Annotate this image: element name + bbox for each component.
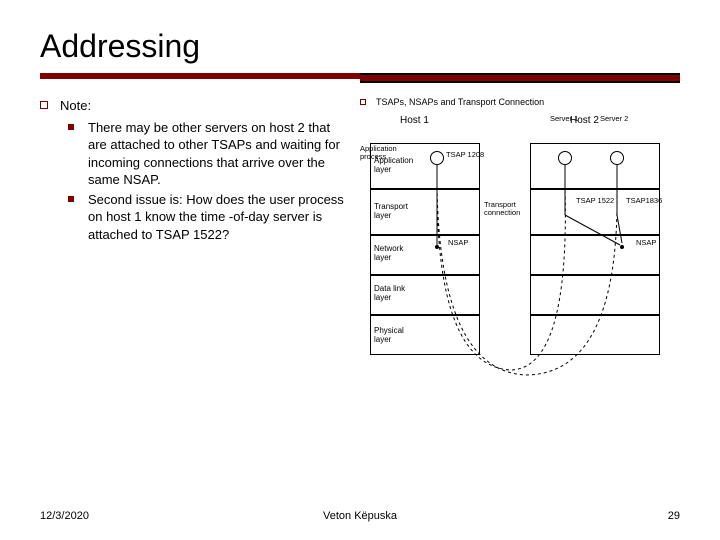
square-solid-icon <box>68 119 88 189</box>
h2-app-layer <box>530 143 660 189</box>
note-text-2: Second issue is: How does the user proce… <box>88 191 350 244</box>
slide-title: Addressing <box>40 28 680 65</box>
left-column: Note: There may be other servers on host… <box>40 97 350 400</box>
nsap-right-label: NSAP <box>636 239 656 247</box>
layer-network: Network layer <box>374 245 418 263</box>
footer-author: Veton Këpuska <box>323 510 397 522</box>
note-bullet-1: There may be other servers on host 2 tha… <box>68 119 350 189</box>
diagram-caption-row: TSAPs, NSAPs and Transport Connection <box>360 97 680 107</box>
host1-label: Host 1 <box>400 115 429 126</box>
h2-server2-node <box>610 151 624 165</box>
footer-date: 12/3/2020 <box>40 510 89 522</box>
app-process-label: Application process <box>360 145 400 162</box>
server2-label: Server 2 <box>600 115 628 123</box>
content-row: Note: There may be other servers on host… <box>40 97 680 400</box>
note-bullet-2: Second issue is: How does the user proce… <box>68 191 350 244</box>
square-open-icon <box>40 97 60 115</box>
note-label: Note: <box>60 97 91 115</box>
title-underline <box>40 73 680 79</box>
server1-label: Server 1 <box>550 115 578 123</box>
square-solid-icon <box>68 191 88 244</box>
note-heading: Note: <box>40 97 350 115</box>
note-text-1: There may be other servers on host 2 tha… <box>88 119 350 189</box>
h2-datalink-layer <box>530 275 660 315</box>
layer-transport: Transport layer <box>374 203 418 221</box>
h2-physical-layer <box>530 315 660 355</box>
tsap1208-label: TSAP 1208 <box>446 151 484 159</box>
tsap-diagram: Host 1 Host 2 Server 1 Server 2 Applicat… <box>360 115 670 400</box>
tsap1522-label: TSAP 1522 <box>576 197 614 205</box>
footer-page: 29 <box>668 510 680 522</box>
layer-physical: Physical layer <box>374 327 418 345</box>
footer: 12/3/2020 Veton Këpuska 29 <box>40 510 680 522</box>
nsap-left-label: NSAP <box>448 239 468 247</box>
transport-conn-label: Transport connection <box>484 201 530 218</box>
right-column: TSAPs, NSAPs and Transport Connection Ho… <box>360 97 680 400</box>
diagram-caption: TSAPs, NSAPs and Transport Connection <box>376 97 544 107</box>
square-open-tiny-icon <box>360 97 376 107</box>
h1-process-node <box>430 151 444 165</box>
layer-datalink: Data link layer <box>374 285 418 303</box>
tsap1836-label: TSAP1836 <box>626 197 662 205</box>
h2-server1-node <box>558 151 572 165</box>
